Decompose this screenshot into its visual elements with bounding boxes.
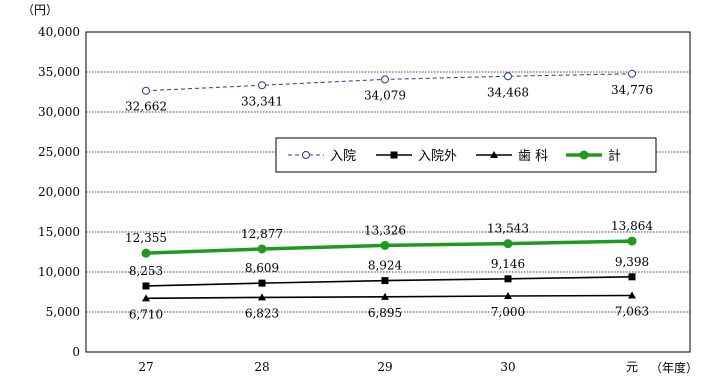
marker-circle-open bbox=[381, 75, 389, 84]
data-label: 13,864 bbox=[611, 219, 653, 233]
x-tick-label: 30 bbox=[500, 360, 515, 374]
data-label: 9,398 bbox=[615, 255, 649, 269]
y-tick-label: 40,000 bbox=[38, 25, 80, 39]
data-labels: 32,662 33,341 34,079 34,468 34,776 8,253 8,609… bbox=[125, 83, 653, 322]
data-label: 13,543 bbox=[487, 222, 529, 236]
marker-circle-filled bbox=[257, 244, 267, 254]
marker-square bbox=[504, 275, 512, 283]
marker-circle-open bbox=[504, 72, 512, 81]
y-tick-label: 35,000 bbox=[38, 65, 80, 79]
series-layer bbox=[141, 69, 637, 302]
y-tick-label: 25,000 bbox=[38, 145, 80, 159]
y-tick-label: 10,000 bbox=[38, 265, 80, 279]
data-label: 12,877 bbox=[241, 227, 283, 241]
legend: 入院 入院外 歯 科 計 bbox=[275, 137, 657, 173]
x-tick-label: 29 bbox=[377, 360, 392, 374]
data-label: 9,146 bbox=[491, 257, 525, 271]
data-label: 8,609 bbox=[245, 261, 279, 275]
y-tick-label: 0 bbox=[72, 345, 80, 359]
marker-circle-filled bbox=[141, 248, 151, 258]
data-label: 8,924 bbox=[368, 259, 403, 273]
data-label: 13,326 bbox=[364, 223, 406, 237]
series-line-2 bbox=[145, 294, 633, 300]
marker-square bbox=[258, 279, 266, 287]
data-label: 7,063 bbox=[615, 304, 649, 318]
marker-circle-open bbox=[628, 69, 636, 78]
marker-circle-filled bbox=[627, 236, 637, 246]
y-tick-label: 15,000 bbox=[38, 225, 80, 239]
y-unit-label: （円） bbox=[22, 3, 58, 17]
legend-label: 歯 科 bbox=[518, 149, 548, 164]
x-unit-label: （年度） bbox=[650, 360, 698, 375]
marker-triangle bbox=[381, 292, 389, 300]
data-label: 34,079 bbox=[364, 88, 406, 102]
data-label: 7,000 bbox=[491, 305, 525, 319]
legend-label: 入院 bbox=[330, 149, 356, 164]
gridlines bbox=[86, 71, 690, 313]
marker-triangle bbox=[504, 292, 512, 299]
marker-triangle bbox=[142, 294, 150, 302]
data-label: 34,776 bbox=[611, 83, 653, 97]
x-tick-label: 27 bbox=[138, 360, 153, 374]
data-label: 33,341 bbox=[241, 94, 283, 108]
data-label: 34,468 bbox=[487, 85, 529, 99]
data-label: 32,662 bbox=[125, 100, 167, 114]
axes: 0 5,000 10,000 15,000 20,000 25,000 30,000 35,0… bbox=[38, 25, 691, 374]
marker-circle-open bbox=[258, 81, 266, 90]
marker-circle-filled bbox=[503, 239, 513, 249]
legend-label: 計 bbox=[608, 148, 621, 164]
y-tick-label: 5,000 bbox=[46, 305, 80, 319]
legend-label: 入院外 bbox=[418, 149, 457, 164]
data-label: 12,355 bbox=[125, 231, 167, 245]
marker-square bbox=[628, 273, 636, 281]
x-tick-label: 28 bbox=[254, 360, 269, 374]
legend-marker-circle-open bbox=[302, 151, 310, 159]
plot-frame bbox=[85, 31, 691, 353]
x-tick-label: 元 bbox=[626, 360, 638, 374]
marker-circle-open bbox=[142, 86, 150, 95]
legend-marker-circle-filled bbox=[579, 150, 589, 160]
legend-marker-square bbox=[390, 151, 398, 159]
marker-circle-filled bbox=[380, 240, 390, 250]
data-label: 6,823 bbox=[245, 306, 279, 320]
marker-square bbox=[142, 282, 150, 290]
y-tick-label: 20,000 bbox=[38, 185, 80, 199]
marker-triangle bbox=[258, 293, 266, 301]
marker-square bbox=[381, 277, 389, 285]
data-label: 6,895 bbox=[368, 306, 402, 320]
y-tick-label: 30,000 bbox=[38, 105, 80, 119]
series-line-1 bbox=[145, 276, 633, 287]
legend-marker-triangle bbox=[490, 151, 498, 158]
marker-triangle bbox=[628, 291, 636, 299]
data-label: 8,253 bbox=[129, 264, 163, 278]
data-label: 6,710 bbox=[129, 307, 163, 321]
